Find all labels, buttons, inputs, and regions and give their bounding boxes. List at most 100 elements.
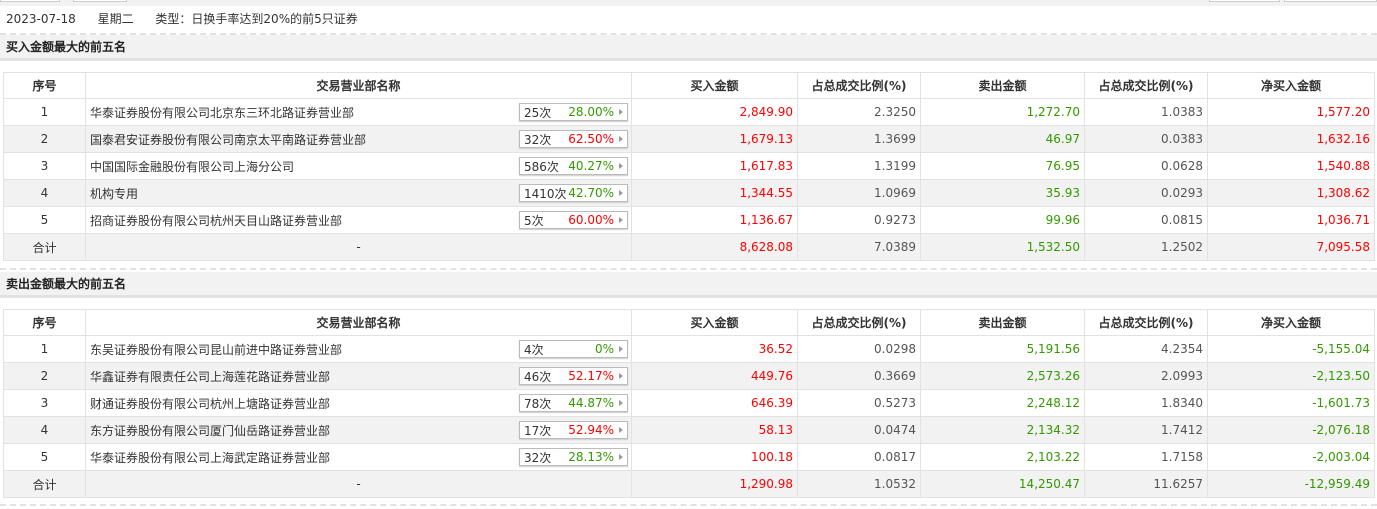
table-row[interactable]: 3 中国国际金融股份有限公司上海分公司 586次 40.27% 1,617.83 1.31… — [3, 152, 1375, 180]
branch-name-cell: 招商证券股份有限公司杭州天目山路证券营业部 5次 60.00% — [85, 206, 632, 234]
column-header-net[interactable]: 净买入金额 — [1207, 309, 1375, 336]
buy-amount: 1,344.55 — [631, 179, 798, 207]
listing-stats-badge[interactable]: 1410次 42.70% — [519, 184, 628, 202]
listing-stats-badge[interactable]: 46次 52.17% — [519, 367, 628, 385]
table-row[interactable]: 5 招商证券股份有限公司杭州天目山路证券营业部 5次 60.00% 1,136.67 0.… — [3, 206, 1375, 234]
listing-count: 32次 — [524, 132, 552, 147]
caret-right-icon — [619, 190, 623, 196]
table-row[interactable]: 1 东吴证券股份有限公司昆山前进中路证券营业部 4次 0% 36.52 0.0298 5,1… — [3, 335, 1375, 363]
caret-right-icon — [619, 427, 623, 433]
sell-amount: 76.95 — [920, 152, 1085, 180]
win-rate: 62.50% — [568, 132, 614, 146]
sell-amount: 2,103.22 — [920, 443, 1085, 471]
buy-ratio: 0.0817 — [797, 443, 921, 471]
column-header-buy-pct[interactable]: 占总成交比例(%) — [797, 309, 921, 336]
table-row[interactable]: 3 财通证券股份有限公司杭州上塘路证券营业部 78次 44.87% 646.39 0.52… — [3, 389, 1375, 417]
listing-count: 25次 — [524, 105, 552, 120]
listing-count: 1410次 — [524, 186, 567, 201]
column-header-sell-pct[interactable]: 占总成交比例(%) — [1084, 309, 1208, 336]
listing-stats-badge[interactable]: 78次 44.87% — [519, 394, 628, 412]
branch-name[interactable]: 东方证券股份有限公司厦门仙岳路证券营业部 — [90, 423, 331, 438]
tab-button[interactable] — [0, 0, 60, 2]
column-header-no[interactable]: 序号 — [3, 72, 86, 99]
table-row[interactable]: 4 东方证券股份有限公司厦门仙岳路证券营业部 17次 52.94% 58.13 0.047… — [3, 416, 1375, 444]
buy-ratio: 0.0474 — [797, 416, 921, 444]
column-header-buy[interactable]: 买入金额 — [631, 309, 798, 336]
total-label: 合计 — [3, 470, 86, 498]
listing-stats-badge[interactable]: 32次 28.13% — [519, 448, 628, 466]
listing-stats-badge[interactable]: 17次 52.94% — [519, 421, 628, 439]
table-row[interactable]: 4 机构专用 1410次 42.70% 1,344.55 1.0969 35.93 0.029… — [3, 179, 1375, 207]
win-rate: 42.70% — [568, 186, 614, 200]
column-header-name[interactable]: 交易营业部名称 — [85, 72, 632, 99]
row-number: 3 — [3, 389, 86, 417]
listing-count: 46次 — [524, 369, 552, 384]
branch-name[interactable]: 华鑫证券有限责任公司上海莲花路证券营业部 — [90, 369, 331, 384]
column-header-sell[interactable]: 卖出金额 — [920, 72, 1085, 99]
net-amount: 1,308.62 — [1207, 179, 1375, 207]
row-number: 2 — [3, 362, 86, 390]
branch-name[interactable]: 机构专用 — [90, 186, 139, 201]
column-header-sell-pct[interactable]: 占总成交比例(%) — [1084, 72, 1208, 99]
column-header-buy[interactable]: 买入金额 — [631, 72, 798, 99]
row-number: 5 — [3, 206, 86, 234]
tab-button[interactable] — [73, 0, 127, 2]
section-title-sell: 卖出金额最大的前五名 — [0, 272, 1377, 298]
column-header-name[interactable]: 交易营业部名称 — [85, 309, 632, 336]
table-row[interactable]: 1 华泰证券股份有限公司北京东三环北路证券营业部 25次 28.00% 2,849.90… — [3, 98, 1375, 126]
table-row[interactable]: 2 华鑫证券有限责任公司上海莲花路证券营业部 46次 52.17% 449.76 0.36… — [3, 362, 1375, 390]
sell-ratio: 1.7412 — [1084, 416, 1208, 444]
column-header-sell[interactable]: 卖出金额 — [920, 309, 1085, 336]
listing-stats-badge[interactable]: 32次 62.50% — [519, 130, 628, 148]
sell-ratio: 4.2354 — [1084, 335, 1208, 363]
row-number: 1 — [3, 98, 86, 126]
sell-amount: 35.93 — [920, 179, 1085, 207]
buy-amount: 1,679.13 — [631, 125, 798, 153]
column-header-net[interactable]: 净买入金额 — [1207, 72, 1375, 99]
tab-button[interactable] — [1284, 0, 1377, 2]
total-sell-amount: 14,250.47 — [920, 470, 1085, 498]
buy-amount: 1,136.67 — [631, 206, 798, 234]
table-row[interactable]: 2 国泰君安证券股份有限公司南京太平南路证券营业部 32次 62.50% 1,679.1… — [3, 125, 1375, 153]
sell-amount: 46.97 — [920, 125, 1085, 153]
header-row: 序号 交易营业部名称 买入金额 占总成交比例(%) 卖出金额 占总成交比例(%) 净买入金额 — [3, 309, 1375, 336]
branch-name[interactable]: 华泰证券股份有限公司上海武定路证券营业部 — [90, 450, 331, 465]
listing-stats-badge[interactable]: 25次 28.00% — [519, 103, 628, 121]
branch-name[interactable]: 财通证券股份有限公司杭州上塘路证券营业部 — [90, 396, 331, 411]
buy-ratio: 0.0298 — [797, 335, 921, 363]
branch-name[interactable]: 东吴证券股份有限公司昆山前进中路证券营业部 — [90, 342, 343, 357]
listing-count: 5次 — [524, 213, 544, 228]
listing-stats-badge[interactable]: 586次 40.27% — [519, 157, 628, 175]
column-header-no[interactable]: 序号 — [3, 309, 86, 336]
sell-amount: 2,573.26 — [920, 362, 1085, 390]
total-sell-ratio: 11.6257 — [1084, 470, 1208, 498]
table-row[interactable]: 5 华泰证券股份有限公司上海武定路证券营业部 32次 28.13% 100.18 0.08… — [3, 443, 1375, 471]
caret-right-icon — [619, 109, 623, 115]
listing-stats-badge[interactable]: 4次 0% — [519, 340, 628, 358]
branch-name[interactable]: 中国国际金融股份有限公司上海分公司 — [90, 159, 295, 174]
total-buy-amount: 8,628.08 — [631, 233, 798, 261]
branch-name[interactable]: 华泰证券股份有限公司北京东三环北路证券营业部 — [90, 105, 355, 120]
caret-right-icon — [619, 163, 623, 169]
total-net-amount: 7,095.58 — [1207, 233, 1375, 261]
net-amount: -5,155.04 — [1207, 335, 1375, 363]
divider — [0, 504, 1377, 506]
total-net-amount: -12,959.49 — [1207, 470, 1375, 498]
column-header-buy-pct[interactable]: 占总成交比例(%) — [797, 72, 921, 99]
branch-name-cell: 华泰证券股份有限公司北京东三环北路证券营业部 25次 28.00% — [85, 98, 632, 126]
section-title-buy: 买入金额最大的前五名 — [0, 35, 1377, 61]
branch-name-cell: 财通证券股份有限公司杭州上塘路证券营业部 78次 44.87% — [85, 389, 632, 417]
net-amount: -2,123.50 — [1207, 362, 1375, 390]
buy-amount: 1,617.83 — [631, 152, 798, 180]
buy-ratio: 1.3699 — [797, 125, 921, 153]
net-amount: 1,577.20 — [1207, 98, 1375, 126]
top-toolbar — [0, 0, 1377, 6]
sell-ratio: 0.0293 — [1084, 179, 1208, 207]
buy-amount: 2,849.90 — [631, 98, 798, 126]
branch-name[interactable]: 国泰君安证券股份有限公司南京太平南路证券营业部 — [90, 132, 367, 147]
tab-button[interactable] — [1209, 0, 1280, 2]
buy-ratio: 0.5273 — [797, 389, 921, 417]
total-name: - — [85, 470, 632, 498]
branch-name[interactable]: 招商证券股份有限公司杭州天目山路证券营业部 — [90, 213, 343, 228]
listing-stats-badge[interactable]: 5次 60.00% — [519, 211, 628, 229]
